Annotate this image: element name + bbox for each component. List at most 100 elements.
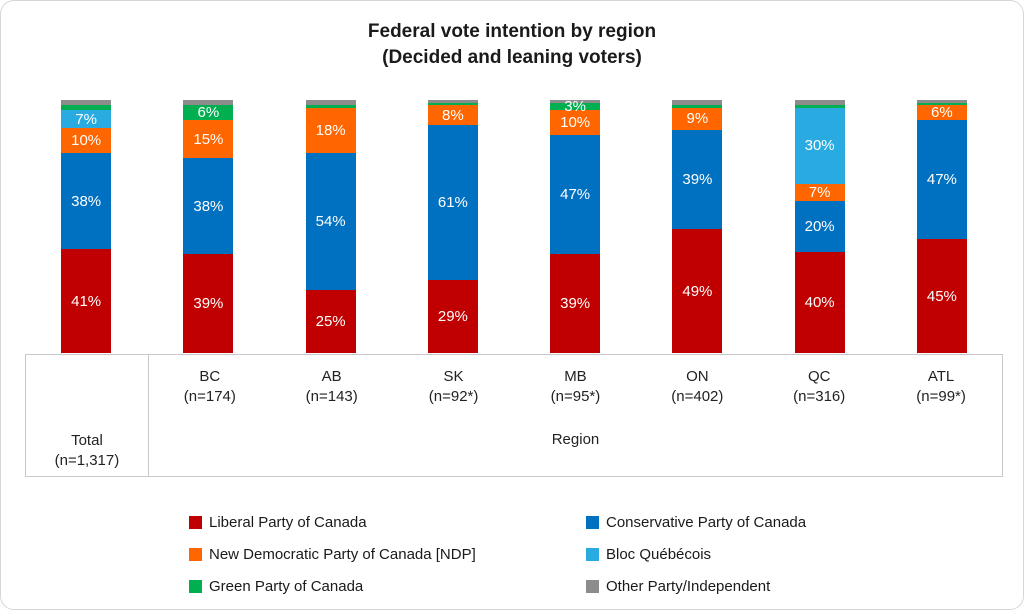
bar-segment: 47% [550, 135, 601, 255]
bar-segment: 39% [550, 254, 601, 353]
category-name: QC [807, 368, 831, 385]
bar-stack: 39% 47% 10% 3% [550, 99, 601, 353]
data-label: 40% [804, 293, 835, 311]
chart-title: Federal vote intention by region (Decide… [1, 19, 1023, 71]
bar-segment [550, 100, 601, 103]
legend-item: New Democratic Party of Canada [NDP] [189, 546, 586, 563]
data-label: 8% [442, 106, 464, 124]
legend-item: Conservative Party of Canada [586, 514, 806, 531]
data-label: 10% [560, 114, 591, 132]
data-label: 38% [193, 197, 224, 215]
data-label: 25% [315, 312, 346, 330]
bar-segment: 6% [916, 105, 967, 121]
legend: Liberal Party of Canada Conservative Part… [189, 506, 806, 602]
bar-stack: 39% 38% 15% 6% [183, 100, 234, 353]
legend-swatch-icon [189, 579, 202, 593]
data-label: 45% [926, 287, 957, 305]
data-label: 7% [75, 110, 97, 128]
data-label: 39% [682, 171, 713, 189]
bar-column-on: 49% 39% 9% [636, 100, 758, 353]
bar-segment [794, 100, 845, 106]
category-label-atl: ATL (n=99*) [880, 355, 1002, 476]
bar-column-atl: 45% 47% 6% [881, 100, 1003, 353]
bar-segment: 3% [550, 99, 601, 114]
legend-label: Green Party of Canada [209, 577, 364, 595]
bar-segment [672, 105, 723, 108]
bar-segment: 38% [61, 153, 112, 250]
legend-swatch-icon [189, 547, 202, 561]
category-name: ON [686, 368, 709, 385]
bar-stack: 29% 61% 8% [427, 100, 478, 353]
category-name: AB [321, 368, 342, 385]
bar-segment: 30% [794, 107, 845, 184]
category-sample-size: (n=99*) [916, 388, 966, 405]
bar-column-qc: 40% 20% 7% 30% [759, 100, 881, 353]
bar-segment: 7% [794, 183, 845, 202]
bar-segment: 10% [61, 127, 112, 154]
bar-segment: 6% [183, 104, 234, 122]
bar-segment [427, 100, 478, 103]
category-label-bc: BC (n=174) [149, 355, 271, 476]
category-name: MB [564, 368, 587, 385]
category-name: BC [199, 368, 221, 385]
bar-column-total: 41% 38% 10% 7% [25, 100, 147, 353]
legend-swatch-icon [586, 515, 599, 529]
bar-segment: 45% [916, 239, 967, 353]
bar-segment [916, 102, 967, 106]
bar-segment: 8% [427, 105, 478, 126]
bar-segment [427, 102, 478, 106]
legend-swatch-icon [586, 547, 599, 561]
bar-segment: 61% [427, 125, 478, 280]
category-label-mb: MB (n=95*) [515, 355, 637, 476]
legend-item: Green Party of Canada [189, 578, 586, 595]
bar-segment: 7% [61, 110, 112, 128]
bar-segment: 18% [305, 107, 356, 154]
data-label: 47% [560, 186, 591, 204]
data-label: 20% [804, 218, 835, 236]
legend-item: Other Party/Independent [586, 578, 806, 595]
bar-segment: 20% [794, 201, 845, 252]
data-label: 39% [193, 295, 224, 313]
data-label: 15% [193, 130, 224, 148]
bar-stack: 45% 47% 6% [916, 100, 967, 353]
category-label-on: ON (n=402) [636, 355, 758, 476]
data-label: 49% [682, 282, 713, 300]
category-sample-size: (n=1,317) [54, 452, 120, 469]
data-label: 47% [926, 171, 957, 189]
legend-swatch-icon [189, 515, 202, 529]
bar-column-bc: 39% 38% 15% 6% [147, 100, 269, 353]
category-sample-size: (n=143) [305, 388, 358, 405]
category-name: ATL [927, 368, 955, 385]
bar-stack: 49% 39% 9% [672, 100, 723, 353]
bar-segment [61, 105, 112, 111]
bar-stack: 41% 38% 10% 7% [61, 100, 112, 353]
bar-segment: 54% [305, 153, 356, 290]
legend-label: Bloc Québécois [606, 545, 712, 563]
category-axis: Total (n=1,317) BC (n=174) AB (n=143) SK (n=92*… [25, 354, 1003, 477]
bar-segment [305, 105, 356, 108]
category-sample-size: (n=174) [183, 388, 236, 405]
category-label-ab: AB (n=143) [271, 355, 393, 476]
legend-item: Bloc Québécois [586, 546, 806, 563]
bar-segment: 10% [550, 110, 601, 136]
bar-segment [61, 100, 112, 106]
category-sample-size: (n=92*) [428, 388, 479, 405]
bar-column-sk: 29% 61% 8% [392, 100, 514, 353]
category-label-sk: SK (n=92*) [393, 355, 515, 476]
bar-stack: 25% 54% 18% [305, 100, 356, 353]
data-label: 39% [560, 295, 591, 313]
legend-label: Conservative Party of Canada [606, 513, 807, 531]
bar-column-mb: 39% 47% 10% 3% [514, 99, 636, 353]
category-sample-size: (n=95*) [550, 388, 601, 405]
data-label: 7% [808, 183, 831, 201]
chart-title-line2: (Decided and leaning voters) [382, 47, 642, 68]
data-label: 6% [197, 104, 220, 122]
data-label: 10% [71, 132, 102, 149]
legend-item: Liberal Party of Canada [189, 514, 586, 531]
bar-segment: 25% [305, 289, 356, 353]
category-sample-size: (n=316) [793, 388, 846, 405]
data-label: 3% [564, 97, 586, 115]
bar-stack: 40% 20% 7% 30% [794, 100, 845, 353]
data-label: 41% [71, 292, 102, 310]
